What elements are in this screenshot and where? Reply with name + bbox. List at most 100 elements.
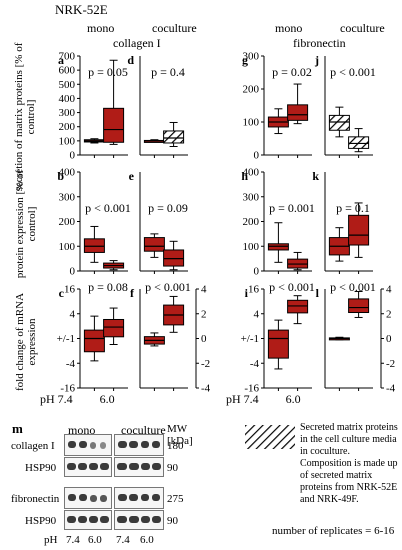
- p-value-e: p = 0.09: [148, 201, 188, 215]
- blot-x-prefix: pH: [44, 534, 58, 546]
- p-value-f: p < 0.001: [145, 280, 191, 294]
- panel-letter-k: k: [312, 169, 319, 183]
- p-value-d: p = 0.4: [151, 65, 185, 79]
- panel-c: -16 -4 +/-1 4 16c p = 0.08: [57, 280, 128, 395]
- y-tick-label-b-3: 300: [59, 191, 76, 203]
- col-header-coculture-2: coculture: [340, 21, 385, 35]
- panel-j: j p < 0.001: [314, 53, 376, 158]
- p-value-a: p = 0.05: [88, 65, 128, 79]
- panel-letter-i: i: [245, 286, 249, 300]
- box-i-ph60: [287, 299, 309, 314]
- blot-panel-label: m: [12, 421, 23, 436]
- panel-l: -4 -2 0 2 4 l p < 0.001: [316, 280, 396, 395]
- blot-collagen-coculture: [114, 434, 164, 456]
- y-tick-label-b-2: 200: [59, 216, 76, 228]
- blot-x-tick-1: 7.4: [66, 534, 80, 546]
- box-g-ph60: [287, 104, 309, 121]
- y-tick-label-f-3: 2: [201, 308, 207, 320]
- blot-mw-fibronectin: 275: [167, 493, 184, 505]
- blot-collagen-mono: [64, 434, 112, 456]
- p-value-h: p = 0.001: [269, 201, 315, 215]
- y-tick-label-b-0: 0: [70, 266, 76, 278]
- box-j-ph60: [348, 136, 370, 149]
- y-tick-label-a-2: 200: [59, 121, 76, 133]
- y-tick-label-a-7: 700: [59, 51, 76, 63]
- box-b-ph74: [83, 238, 105, 253]
- blot-header-coculture: coculture: [121, 423, 166, 437]
- y-tick-label-g-0: 0: [254, 150, 260, 162]
- y-tick-label-a-6: 600: [59, 65, 76, 77]
- y-tick-label-l-0: -4: [386, 383, 396, 395]
- y-tick-label-l-3: 2: [386, 308, 392, 320]
- y-tick-label-l-4: 4: [386, 284, 392, 296]
- y-tick-label-f-1: -2: [201, 358, 210, 370]
- panel-f: -4 -2 0 2 4 f p < 0.001: [130, 280, 211, 395]
- replicates-label: number of replicates = 6-16: [272, 525, 395, 537]
- panel-letter-b: b: [57, 169, 64, 183]
- panel-letter-l: l: [316, 286, 320, 300]
- box-c-ph74: [83, 329, 105, 353]
- p-value-b: p < 0.001: [85, 201, 131, 215]
- box-e-ph60: [163, 249, 185, 267]
- y-tick-label-c-4: 16: [64, 284, 76, 296]
- y-tick-label-f-4: 4: [201, 284, 207, 296]
- y-tick-label-h-2: 200: [243, 216, 260, 228]
- protein-header-collagen: collagen I: [113, 36, 161, 50]
- panel-e: e p = 0.09: [129, 169, 188, 274]
- p-value-j: p < 0.001: [330, 65, 376, 79]
- y-tick-label-c-2: +/-1: [57, 333, 75, 345]
- panel-i: -16 -4 +/-1 4 16i p < 0.001: [241, 280, 315, 395]
- y-tick-label-f-0: -4: [201, 383, 211, 395]
- blot-fibronectin-coculture: [114, 487, 164, 509]
- y-tick-label-a-5: 500: [59, 79, 76, 91]
- x-axis-pH-right: pH 7.4 6.0: [226, 392, 301, 406]
- y-tick-label-i-3: 4: [254, 308, 260, 320]
- blot-x-tick-4: 6.0: [140, 534, 154, 546]
- panel-letter-c: c: [59, 286, 65, 300]
- blot-mw-hsp90-1: 90: [167, 462, 178, 474]
- protein-header-fibronectin: fibronectin: [293, 36, 346, 50]
- panel-letter-g: g: [242, 53, 248, 67]
- blot-hsp90-2-mono: [64, 510, 112, 530]
- y-tick-label-i-1: -4: [250, 358, 260, 370]
- x-axis-pH-left: pH 7.4 6.0: [40, 392, 115, 406]
- y-tick-label-a-3: 300: [59, 107, 76, 119]
- panel-letter-d: d: [127, 53, 134, 67]
- y-tick-label-l-1: -2: [386, 358, 395, 370]
- col-header-mono-1: mono: [87, 21, 115, 35]
- box-h-ph74: [267, 243, 289, 251]
- p-value-g: p = 0.02: [272, 65, 312, 79]
- y-tick-label-h-1: 100: [243, 241, 260, 253]
- y-tick-label-l-2: 0: [386, 333, 392, 345]
- legend-text: Secreted matrix proteins in the cell cul…: [300, 422, 398, 505]
- panel-k: k p = 0.1: [312, 169, 373, 274]
- blot-hsp90-1-coculture: [114, 457, 164, 477]
- y-tick-label-g-2: 200: [243, 84, 260, 96]
- y-tick-label-c-1: -4: [66, 358, 76, 370]
- blot-hsp90-2-coculture: [114, 510, 164, 530]
- y-tick-label-a-4: 400: [59, 93, 76, 105]
- panel-letter-e: e: [129, 169, 135, 183]
- y-tick-label-h-3: 300: [243, 191, 260, 203]
- blot-hsp90-1-mono: [64, 457, 112, 477]
- y-tick-label-b-4: 400: [59, 167, 76, 179]
- p-value-k: p = 0.1: [336, 201, 370, 215]
- box-l-ph60: [348, 298, 370, 314]
- y-tick-label-c-0: -16: [60, 383, 75, 395]
- y-tick-label-g-1: 100: [243, 117, 260, 129]
- panel-letter-h: h: [241, 169, 248, 183]
- y-tick-label-h-0: 0: [254, 266, 260, 278]
- y-tick-label-g-3: 300: [243, 51, 260, 63]
- blot-mw-header: MW [kDa]: [167, 423, 193, 447]
- col-header-mono-2: mono: [275, 21, 303, 35]
- panel-letter-f: f: [130, 286, 135, 300]
- panel-d: d p = 0.4: [127, 53, 188, 158]
- blot-x-tick-2: 6.0: [88, 534, 102, 546]
- blot-x-tick-3: 7.4: [116, 534, 130, 546]
- y-tick-label-i-0: -16: [244, 383, 259, 395]
- y-tick-label-a-0: 0: [70, 150, 76, 162]
- box-c-ph60: [103, 318, 125, 338]
